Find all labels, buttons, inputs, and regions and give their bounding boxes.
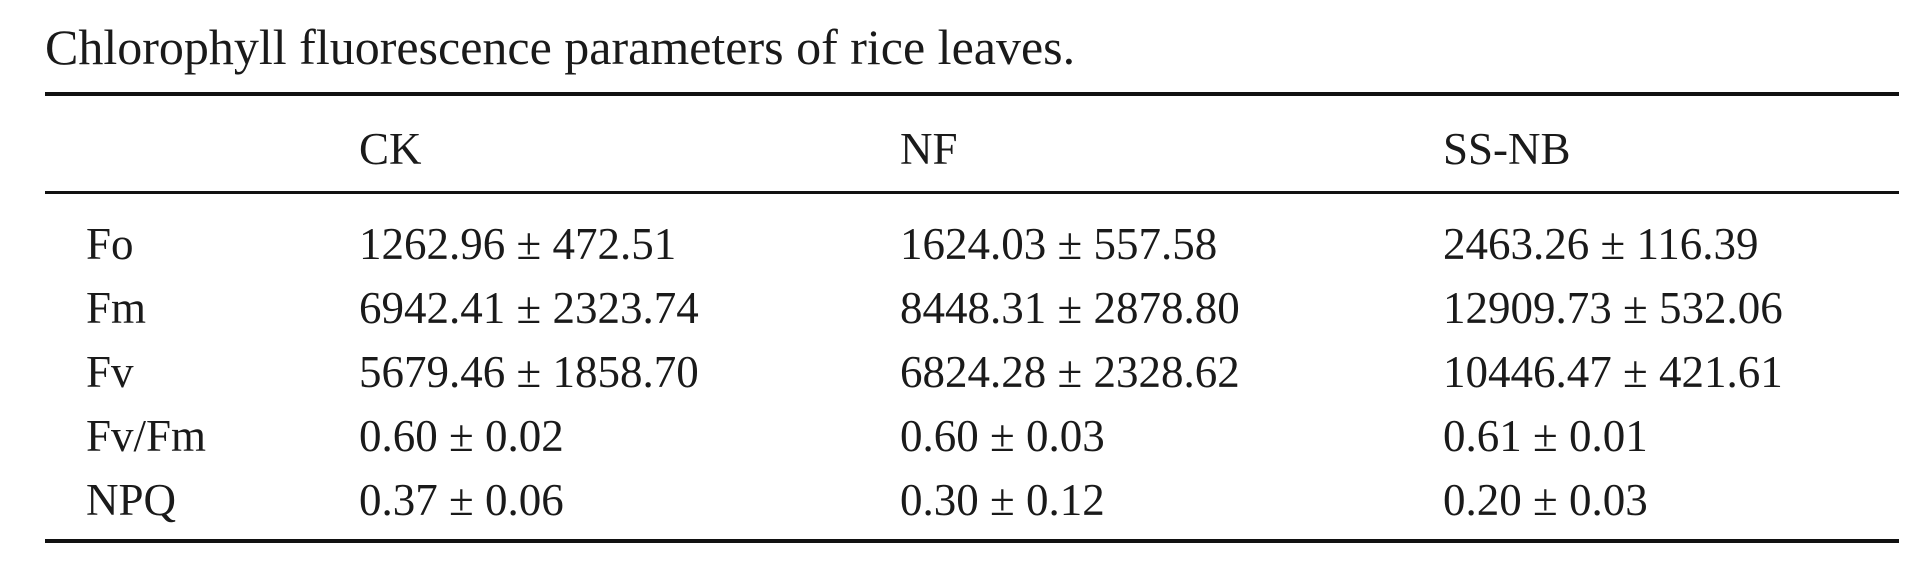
- table-cell: 0.60 ± 0.03: [900, 411, 1105, 461]
- table-title: Chlorophyll fluorescence parameters of r…: [45, 19, 1076, 75]
- table-cell: 8448.31 ± 2878.80: [900, 283, 1240, 333]
- row-label: Fv: [86, 347, 134, 397]
- table-cell: 10446.47 ± 421.61: [1443, 347, 1783, 397]
- table-cell: 0.60 ± 0.02: [359, 411, 564, 461]
- table-cell: 1624.03 ± 557.58: [900, 219, 1218, 269]
- table-cell: 6942.41 ± 2323.74: [359, 283, 699, 333]
- table-cell: 1262.96 ± 472.51: [359, 219, 677, 269]
- top-rule: [45, 92, 1899, 96]
- header-rule: [45, 191, 1899, 194]
- row-label: Fm: [86, 283, 147, 333]
- row-label: NPQ: [86, 475, 177, 525]
- table-cell: 0.20 ± 0.03: [1443, 475, 1648, 525]
- table-cell: 0.37 ± 0.06: [359, 475, 564, 525]
- table-cell: 6824.28 ± 2328.62: [900, 347, 1240, 397]
- column-header: CK: [359, 124, 422, 174]
- table-cell: 12909.73 ± 532.06: [1443, 283, 1783, 333]
- table-cell: 0.61 ± 0.01: [1443, 411, 1648, 461]
- bottom-rule: [45, 539, 1899, 543]
- row-label: Fo: [86, 219, 134, 269]
- row-label: Fv/Fm: [86, 411, 207, 461]
- table-cell: 5679.46 ± 1858.70: [359, 347, 699, 397]
- table-cell: 2463.26 ± 116.39: [1443, 219, 1759, 269]
- table-cell: 0.30 ± 0.12: [900, 475, 1105, 525]
- column-header: SS-NB: [1443, 124, 1571, 174]
- column-header: NF: [900, 124, 958, 174]
